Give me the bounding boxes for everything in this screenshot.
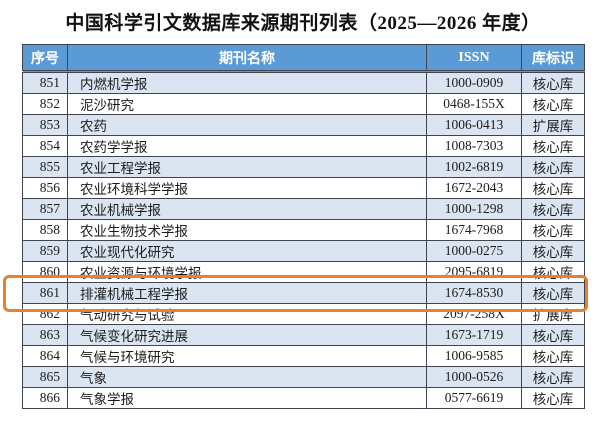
db-flag-cell: 核心库 xyxy=(521,324,585,346)
journal-name-cell: 排灌机械工程学报 xyxy=(67,282,427,304)
journal-name-cell: 农药学学报 xyxy=(67,135,427,157)
row-number-cell: 856 xyxy=(22,177,68,199)
issn-cell: 1006-9585 xyxy=(426,345,522,367)
issn-cell: 2095-6819 xyxy=(426,261,522,283)
issn-cell: 1674-7968 xyxy=(426,219,522,241)
table-row: 853 农药 1006-0413 扩展库 xyxy=(22,114,585,136)
header-cell-no: 序号 xyxy=(22,44,68,73)
issn-cell: 0577-6619 xyxy=(426,387,522,409)
journal-name-cell: 气候与环境研究 xyxy=(67,345,427,367)
db-flag-cell: 核心库 xyxy=(521,387,585,409)
db-flag-cell: 核心库 xyxy=(521,345,585,367)
db-flag-cell: 扩展库 xyxy=(521,114,585,136)
issn-cell: 1000-0275 xyxy=(426,240,522,262)
db-flag-cell: 核心库 xyxy=(521,261,585,283)
row-number-cell: 857 xyxy=(22,198,68,220)
row-number-cell: 865 xyxy=(22,366,68,388)
header-cell-db: 库标识 xyxy=(521,44,585,73)
db-flag-cell: 核心库 xyxy=(521,282,585,304)
issn-cell: 1673-1719 xyxy=(426,324,522,346)
table-row: 858 农业生物技术学报 1674-7968 核心库 xyxy=(22,219,585,241)
issn-cell: 1000-0909 xyxy=(426,71,522,94)
table-row: 856 农业环境科学学报 1672-2043 核心库 xyxy=(22,177,585,199)
page-title: 中国科学引文数据库来源期刊列表（2025—2026 年度） xyxy=(65,13,541,34)
issn-cell: 0468-155X xyxy=(426,93,522,115)
row-number-cell: 860 xyxy=(22,261,68,283)
row-number-cell: 853 xyxy=(22,114,68,136)
row-number-cell: 852 xyxy=(22,93,68,115)
db-flag-cell: 核心库 xyxy=(521,71,585,94)
table-row: 851 内燃机学报 1000-0909 核心库 xyxy=(22,71,585,94)
table-row: 860 农业资源与环境学报 2095-6819 核心库 xyxy=(22,261,585,283)
row-number-cell: 851 xyxy=(22,71,68,94)
journal-name-cell: 农业资源与环境学报 xyxy=(67,261,427,283)
journal-name-cell: 泥沙研究 xyxy=(67,93,427,115)
db-flag-cell: 核心库 xyxy=(521,135,585,157)
table-row: 864 气候与环境研究 1006-9585 核心库 xyxy=(22,345,585,367)
table-row: 852 泥沙研究 0468-155X 核心库 xyxy=(22,93,585,115)
table-row: 862 气动研究与试验 2097-258X 扩展库 xyxy=(22,303,585,325)
issn-cell: 1006-0413 xyxy=(426,114,522,136)
header-cell-issn: ISSN xyxy=(426,44,522,73)
row-number-cell: 858 xyxy=(22,219,68,241)
journal-name-cell: 气象学报 xyxy=(67,387,427,409)
issn-cell: 1000-0526 xyxy=(426,366,522,388)
journal-name-cell: 农业机械学报 xyxy=(67,198,427,220)
table-row: 861 排灌机械工程学报 1674-8530 核心库 xyxy=(22,282,585,304)
issn-cell: 1674-8530 xyxy=(426,282,522,304)
row-number-cell: 864 xyxy=(22,345,68,367)
table-row: 859 农业现代化研究 1000-0275 核心库 xyxy=(22,240,585,262)
row-number-cell: 863 xyxy=(22,324,68,346)
table-row: 866 气象学报 0577-6619 核心库 xyxy=(22,387,585,409)
issn-cell: 1000-1298 xyxy=(426,198,522,220)
journal-name-cell: 农业工程学报 xyxy=(67,156,427,178)
table-header-row: 序号 期刊名称 ISSN 库标识 xyxy=(22,44,585,73)
row-number-cell: 862 xyxy=(22,303,68,325)
journal-name-cell: 农业生物技术学报 xyxy=(67,219,427,241)
table-body: 851 内燃机学报 1000-0909 核心库 852 泥沙研究 0468-155X 核心库 8… xyxy=(22,71,585,409)
journal-name-cell: 气动研究与试验 xyxy=(67,303,427,325)
journal-table: 序号 期刊名称 ISSN 库标识 851 内燃机学报 1000-0909 核心库 852… xyxy=(22,44,585,409)
journal-name-cell: 农业环境科学学报 xyxy=(67,177,427,199)
db-flag-cell: 核心库 xyxy=(521,366,585,388)
row-number-cell: 859 xyxy=(22,240,68,262)
header-cell-name: 期刊名称 xyxy=(67,44,427,73)
table-row: 865 气象 1000-0526 核心库 xyxy=(22,366,585,388)
db-flag-cell: 核心库 xyxy=(521,198,585,220)
row-number-cell: 854 xyxy=(22,135,68,157)
table-row: 855 农业工程学报 1002-6819 核心库 xyxy=(22,156,585,178)
row-number-cell: 866 xyxy=(22,387,68,409)
issn-cell: 1002-6819 xyxy=(426,156,522,178)
row-number-cell: 861 xyxy=(22,282,68,304)
journal-name-cell: 农药 xyxy=(67,114,427,136)
issn-cell: 1008-7303 xyxy=(426,135,522,157)
db-flag-cell: 核心库 xyxy=(521,93,585,115)
table-row: 854 农药学学报 1008-7303 核心库 xyxy=(22,135,585,157)
journal-name-cell: 气候变化研究进展 xyxy=(67,324,427,346)
journal-name-cell: 农业现代化研究 xyxy=(67,240,427,262)
db-flag-cell: 核心库 xyxy=(521,156,585,178)
table-row: 863 气候变化研究进展 1673-1719 核心库 xyxy=(22,324,585,346)
table-row: 857 农业机械学报 1000-1298 核心库 xyxy=(22,198,585,220)
db-flag-cell: 核心库 xyxy=(521,219,585,241)
journal-name-cell: 内燃机学报 xyxy=(67,71,427,94)
row-number-cell: 855 xyxy=(22,156,68,178)
journal-name-cell: 气象 xyxy=(67,366,427,388)
db-flag-cell: 核心库 xyxy=(521,240,585,262)
db-flag-cell: 扩展库 xyxy=(521,303,585,325)
db-flag-cell: 核心库 xyxy=(521,177,585,199)
issn-cell: 2097-258X xyxy=(426,303,522,325)
issn-cell: 1672-2043 xyxy=(426,177,522,199)
